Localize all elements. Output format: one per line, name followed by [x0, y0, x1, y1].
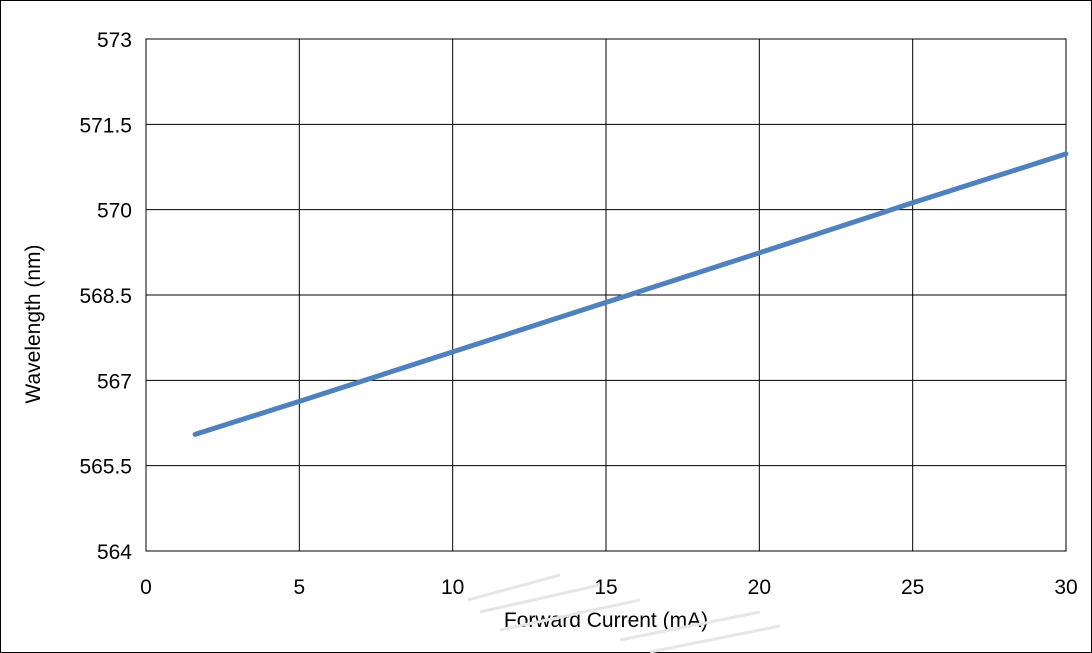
series-line: [192, 151, 1069, 437]
x-tick-label: 10: [441, 576, 464, 599]
x-tick-labels: 0 5 10 15 20 25 30: [140, 576, 1078, 599]
x-tick-label: 30: [1054, 576, 1077, 599]
x-tick-label: 15: [594, 576, 617, 599]
x-tick-label: 5: [293, 576, 305, 599]
y-tick-labels: 564 565.5 567 568.5 570 571.5 573: [79, 29, 132, 564]
series-group: [192, 151, 1069, 437]
y-tick-label: 573: [97, 29, 132, 52]
y-tick-label: 571.5: [79, 114, 132, 137]
y-tick-label: 568.5: [79, 285, 132, 308]
y-tick-label: 565.5: [79, 456, 132, 479]
y-axis-title: Wavelength (nm): [22, 244, 45, 403]
gridlines: [145, 38, 1067, 552]
plot-area-border: [145, 38, 1067, 552]
y-tick-label: 570: [97, 200, 132, 223]
y-tick-label: 567: [97, 370, 132, 393]
x-tick-label: 0: [140, 576, 152, 599]
x-tick-label: 25: [901, 576, 924, 599]
x-axis-title: Forward Current (mA): [504, 609, 708, 632]
x-tick-label: 20: [748, 576, 771, 599]
y-tick-label: 564: [97, 541, 132, 564]
